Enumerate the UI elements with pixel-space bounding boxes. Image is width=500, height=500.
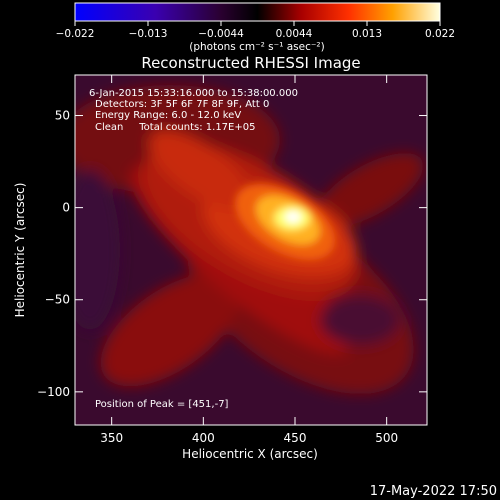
annotation-detectors: Detectors: 3F 5F 6F 7F 8F 9F, Att 0 [95, 99, 269, 110]
annotation-peak: Position of Peak = [451,-7] [95, 399, 229, 410]
y-tick-label: 0 [62, 201, 70, 215]
x-tick-label: 400 [192, 431, 215, 445]
colorbar [74, 2, 441, 22]
chart-title: Reconstructed RHESSI Image [141, 54, 360, 72]
footer-timestamp: 17-May-2022 17:50 [370, 484, 497, 499]
y-tick-label: 50 [55, 109, 70, 123]
y-tick-label: −100 [37, 385, 70, 399]
heatmap-image [75, 75, 427, 425]
colorbar-tick-label: −0.0044 [198, 28, 244, 40]
colorbar-tick-label: −0.022 [56, 28, 95, 40]
annotation-time: 6-Jan-2015 15:33:16.000 to 15:38:00.000 [89, 88, 298, 99]
colorbar-tick-label: −0.013 [129, 28, 168, 40]
x-axis-label: Heliocentric X (arcsec) [182, 447, 318, 461]
x-tick-label: 500 [375, 431, 398, 445]
annotation-clean: Clean Total counts: 1.17E+05 [95, 122, 255, 133]
annotation-energy: Energy Range: 6.0 - 12.0 keV [95, 110, 241, 121]
plot-frame [74, 74, 428, 426]
x-tick-label: 350 [100, 431, 123, 445]
y-tick-label: −50 [45, 293, 70, 307]
colorbar-tick-label: 0.022 [425, 28, 455, 40]
x-tick-label: 450 [284, 431, 307, 445]
y-axis-label: Heliocentric Y (arcsec) [13, 183, 27, 318]
colorbar-tick-label: 0.0044 [276, 28, 313, 40]
colorbar-units: (photons cm⁻² s⁻¹ asec⁻²) [189, 41, 324, 53]
colorbar-ticks: −0.022 −0.013 −0.0044 0.0044 0.013 0.022 [56, 21, 455, 40]
colorbar-tick-label: 0.013 [352, 28, 382, 40]
